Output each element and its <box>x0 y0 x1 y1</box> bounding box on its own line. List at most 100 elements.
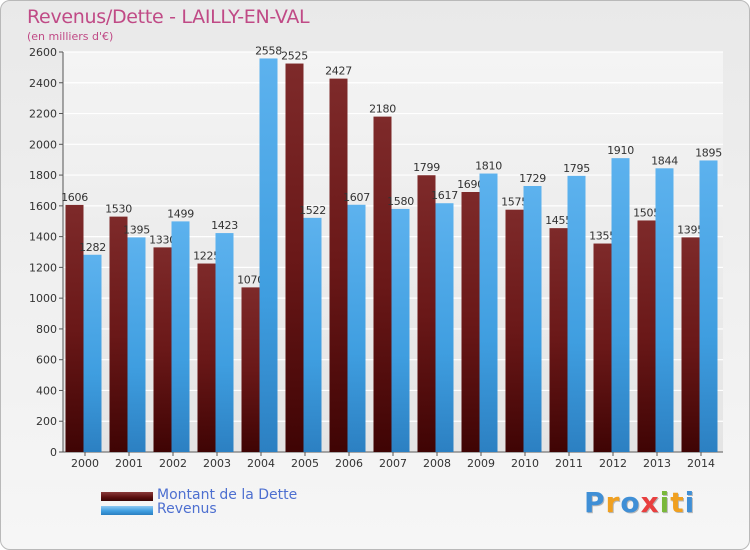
proxiti-logo: Proxiti <box>584 486 695 519</box>
y-tick-label: 1000 <box>29 292 57 305</box>
data-label-dette: 1530 <box>105 203 132 216</box>
x-tick-label: 2012 <box>599 457 627 470</box>
chart-title: Revenus/Dette - LAILLY-EN-VAL <box>27 6 310 28</box>
legend-swatch-dette <box>101 492 153 501</box>
data-label-dette: 1355 <box>589 230 616 243</box>
x-tick-label: 2002 <box>159 457 187 470</box>
bar-dette <box>549 228 568 452</box>
data-label-revenus: 1895 <box>695 146 722 159</box>
x-tick-label: 2011 <box>555 457 583 470</box>
bar-dette <box>109 216 128 452</box>
x-tick-label: 2001 <box>115 457 143 470</box>
bar-revenus <box>611 158 630 452</box>
data-label-revenus: 1910 <box>607 144 634 157</box>
data-label-dette: 1575 <box>501 196 528 209</box>
data-label-revenus: 1395 <box>123 223 150 236</box>
x-tick-label: 2003 <box>203 457 231 470</box>
bar-revenus <box>699 160 718 452</box>
bar-dette <box>153 247 172 452</box>
bar-revenus <box>655 168 674 453</box>
bar-revenus <box>215 233 234 452</box>
bar-dette <box>373 116 392 452</box>
legend-label-dette: Montant de la Dette <box>157 487 298 503</box>
data-label-revenus: 1522 <box>299 204 326 217</box>
logo-letter: t <box>670 486 685 519</box>
bar-revenus <box>259 58 278 452</box>
x-tick-label: 2000 <box>71 457 99 470</box>
data-label-revenus: 1499 <box>167 207 194 220</box>
bar-dette <box>65 204 84 452</box>
y-tick-label: 800 <box>36 323 57 336</box>
bar-dette <box>241 287 260 452</box>
x-tick-label: 2013 <box>643 457 671 470</box>
data-label-dette: 1690 <box>457 178 484 191</box>
logo-letter: r <box>605 486 621 519</box>
data-label-revenus: 1844 <box>651 154 678 167</box>
bar-dette <box>197 263 216 452</box>
chart-subtitle: (en milliers d'€) <box>27 30 114 43</box>
bar-revenus <box>347 204 366 452</box>
data-label-revenus: 1617 <box>431 189 458 202</box>
bar-revenus <box>479 173 498 453</box>
x-tick-label: 2004 <box>247 457 275 470</box>
logo-letter: x <box>640 486 660 519</box>
y-tick-label: 1600 <box>29 200 57 213</box>
bar-dette <box>329 78 348 452</box>
y-tick-label: 1800 <box>29 169 57 182</box>
bar-revenus <box>567 175 586 452</box>
bar-revenus <box>83 254 102 452</box>
bar-dette <box>681 237 700 452</box>
x-tick-label: 2008 <box>423 457 451 470</box>
bar-revenus <box>523 186 542 452</box>
data-label-revenus: 1580 <box>387 195 414 208</box>
data-label-dette: 1330 <box>149 233 176 246</box>
logo-letter: P <box>584 486 606 519</box>
data-label-revenus: 1607 <box>343 191 370 204</box>
bar-revenus <box>435 203 454 452</box>
y-tick-label: 200 <box>36 415 57 428</box>
data-label-revenus: 1729 <box>519 172 546 185</box>
data-label-dette: 1505 <box>633 206 660 219</box>
bar-revenus <box>391 208 410 452</box>
logo-letter: i <box>684 486 696 519</box>
x-tick-label: 2010 <box>511 457 539 470</box>
x-tick-label: 2007 <box>379 457 407 470</box>
y-tick-label: 1200 <box>29 261 57 274</box>
logo-letter: o <box>620 486 641 519</box>
y-tick-label: 2600 <box>29 46 57 59</box>
bar-revenus <box>127 237 146 452</box>
bar-revenus <box>303 217 322 452</box>
bar-dette <box>505 209 524 452</box>
y-tick-label: 2000 <box>29 138 57 151</box>
data-label-revenus: 1282 <box>79 241 106 254</box>
data-label-dette: 1799 <box>413 161 440 174</box>
y-tick-label: 2200 <box>29 108 57 121</box>
data-label-revenus: 1795 <box>563 162 590 175</box>
x-tick-label: 2014 <box>687 457 715 470</box>
data-label-revenus: 1423 <box>211 219 238 232</box>
bar-revenus <box>171 221 190 452</box>
y-tick-label: 2400 <box>29 77 57 90</box>
x-tick-label: 2009 <box>467 457 495 470</box>
x-tick-label: 2006 <box>335 457 363 470</box>
bar-dette <box>461 192 480 452</box>
data-label-dette: 2427 <box>325 65 352 78</box>
bar-dette <box>417 175 436 452</box>
bar-dette <box>637 220 656 452</box>
y-tick-label: 400 <box>36 384 57 397</box>
y-tick-label: 1400 <box>29 231 57 244</box>
y-tick-label: 600 <box>36 354 57 367</box>
x-tick-label: 2005 <box>291 457 319 470</box>
data-label-dette: 1070 <box>237 273 264 286</box>
data-label-revenus: 2558 <box>255 44 282 57</box>
data-label-dette: 2525 <box>281 50 308 63</box>
bar-dette <box>593 243 612 452</box>
data-label-dette: 1455 <box>545 214 572 227</box>
y-tick-label: 0 <box>50 446 57 459</box>
legend-swatch-revenus <box>101 506 153 515</box>
legend-label-revenus: Revenus <box>157 501 217 517</box>
data-label-revenus: 1810 <box>475 160 502 173</box>
logo-letter: i <box>659 486 671 519</box>
